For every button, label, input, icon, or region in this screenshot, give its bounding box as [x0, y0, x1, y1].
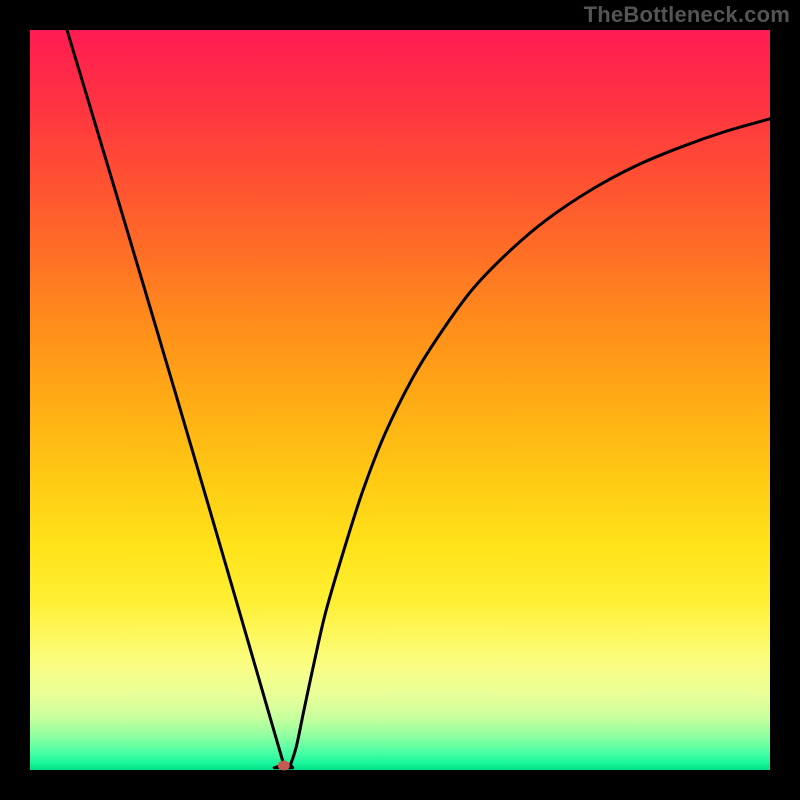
minimum-marker — [278, 761, 290, 771]
chart-container: TheBottleneck.com — [0, 0, 800, 800]
chart-svg — [0, 0, 800, 800]
watermark-text: TheBottleneck.com — [584, 2, 790, 28]
